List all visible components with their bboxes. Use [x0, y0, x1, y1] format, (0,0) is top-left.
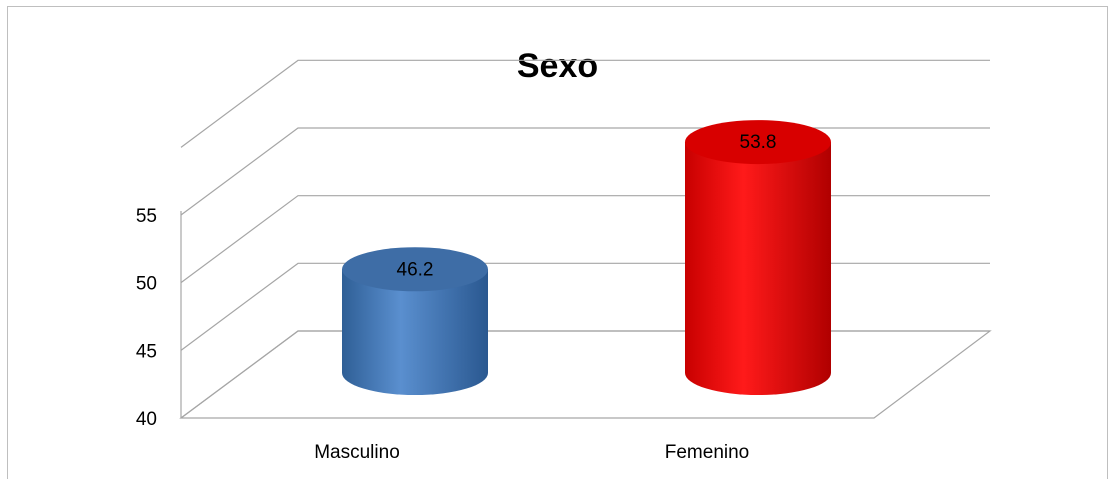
gridline: [180, 262, 990, 351]
gridline: [180, 127, 990, 216]
floor: [179, 330, 992, 419]
gridline: [180, 59, 990, 148]
gridline: [180, 195, 990, 284]
x-tick-label: Masculino: [314, 442, 400, 463]
gridline: [180, 330, 990, 419]
bar-body: [342, 269, 488, 395]
y-tick-label: 40: [136, 409, 157, 430]
data-label: 46.2: [397, 259, 434, 280]
bar-top: [342, 247, 488, 292]
bar-femenino: [685, 120, 831, 395]
data-label: 53.8: [740, 132, 777, 153]
y-tick-label: 45: [136, 341, 157, 362]
x-tick-label: Femenino: [665, 442, 750, 463]
bar-top: [685, 120, 831, 165]
y-tick-label: 50: [136, 274, 157, 295]
chart-frame: Sexo: [7, 6, 1108, 479]
chart-title: Sexo: [516, 47, 599, 85]
bar-body: [685, 142, 831, 395]
bar-masculino: [342, 247, 488, 395]
y-tick-label: 55: [136, 206, 157, 227]
